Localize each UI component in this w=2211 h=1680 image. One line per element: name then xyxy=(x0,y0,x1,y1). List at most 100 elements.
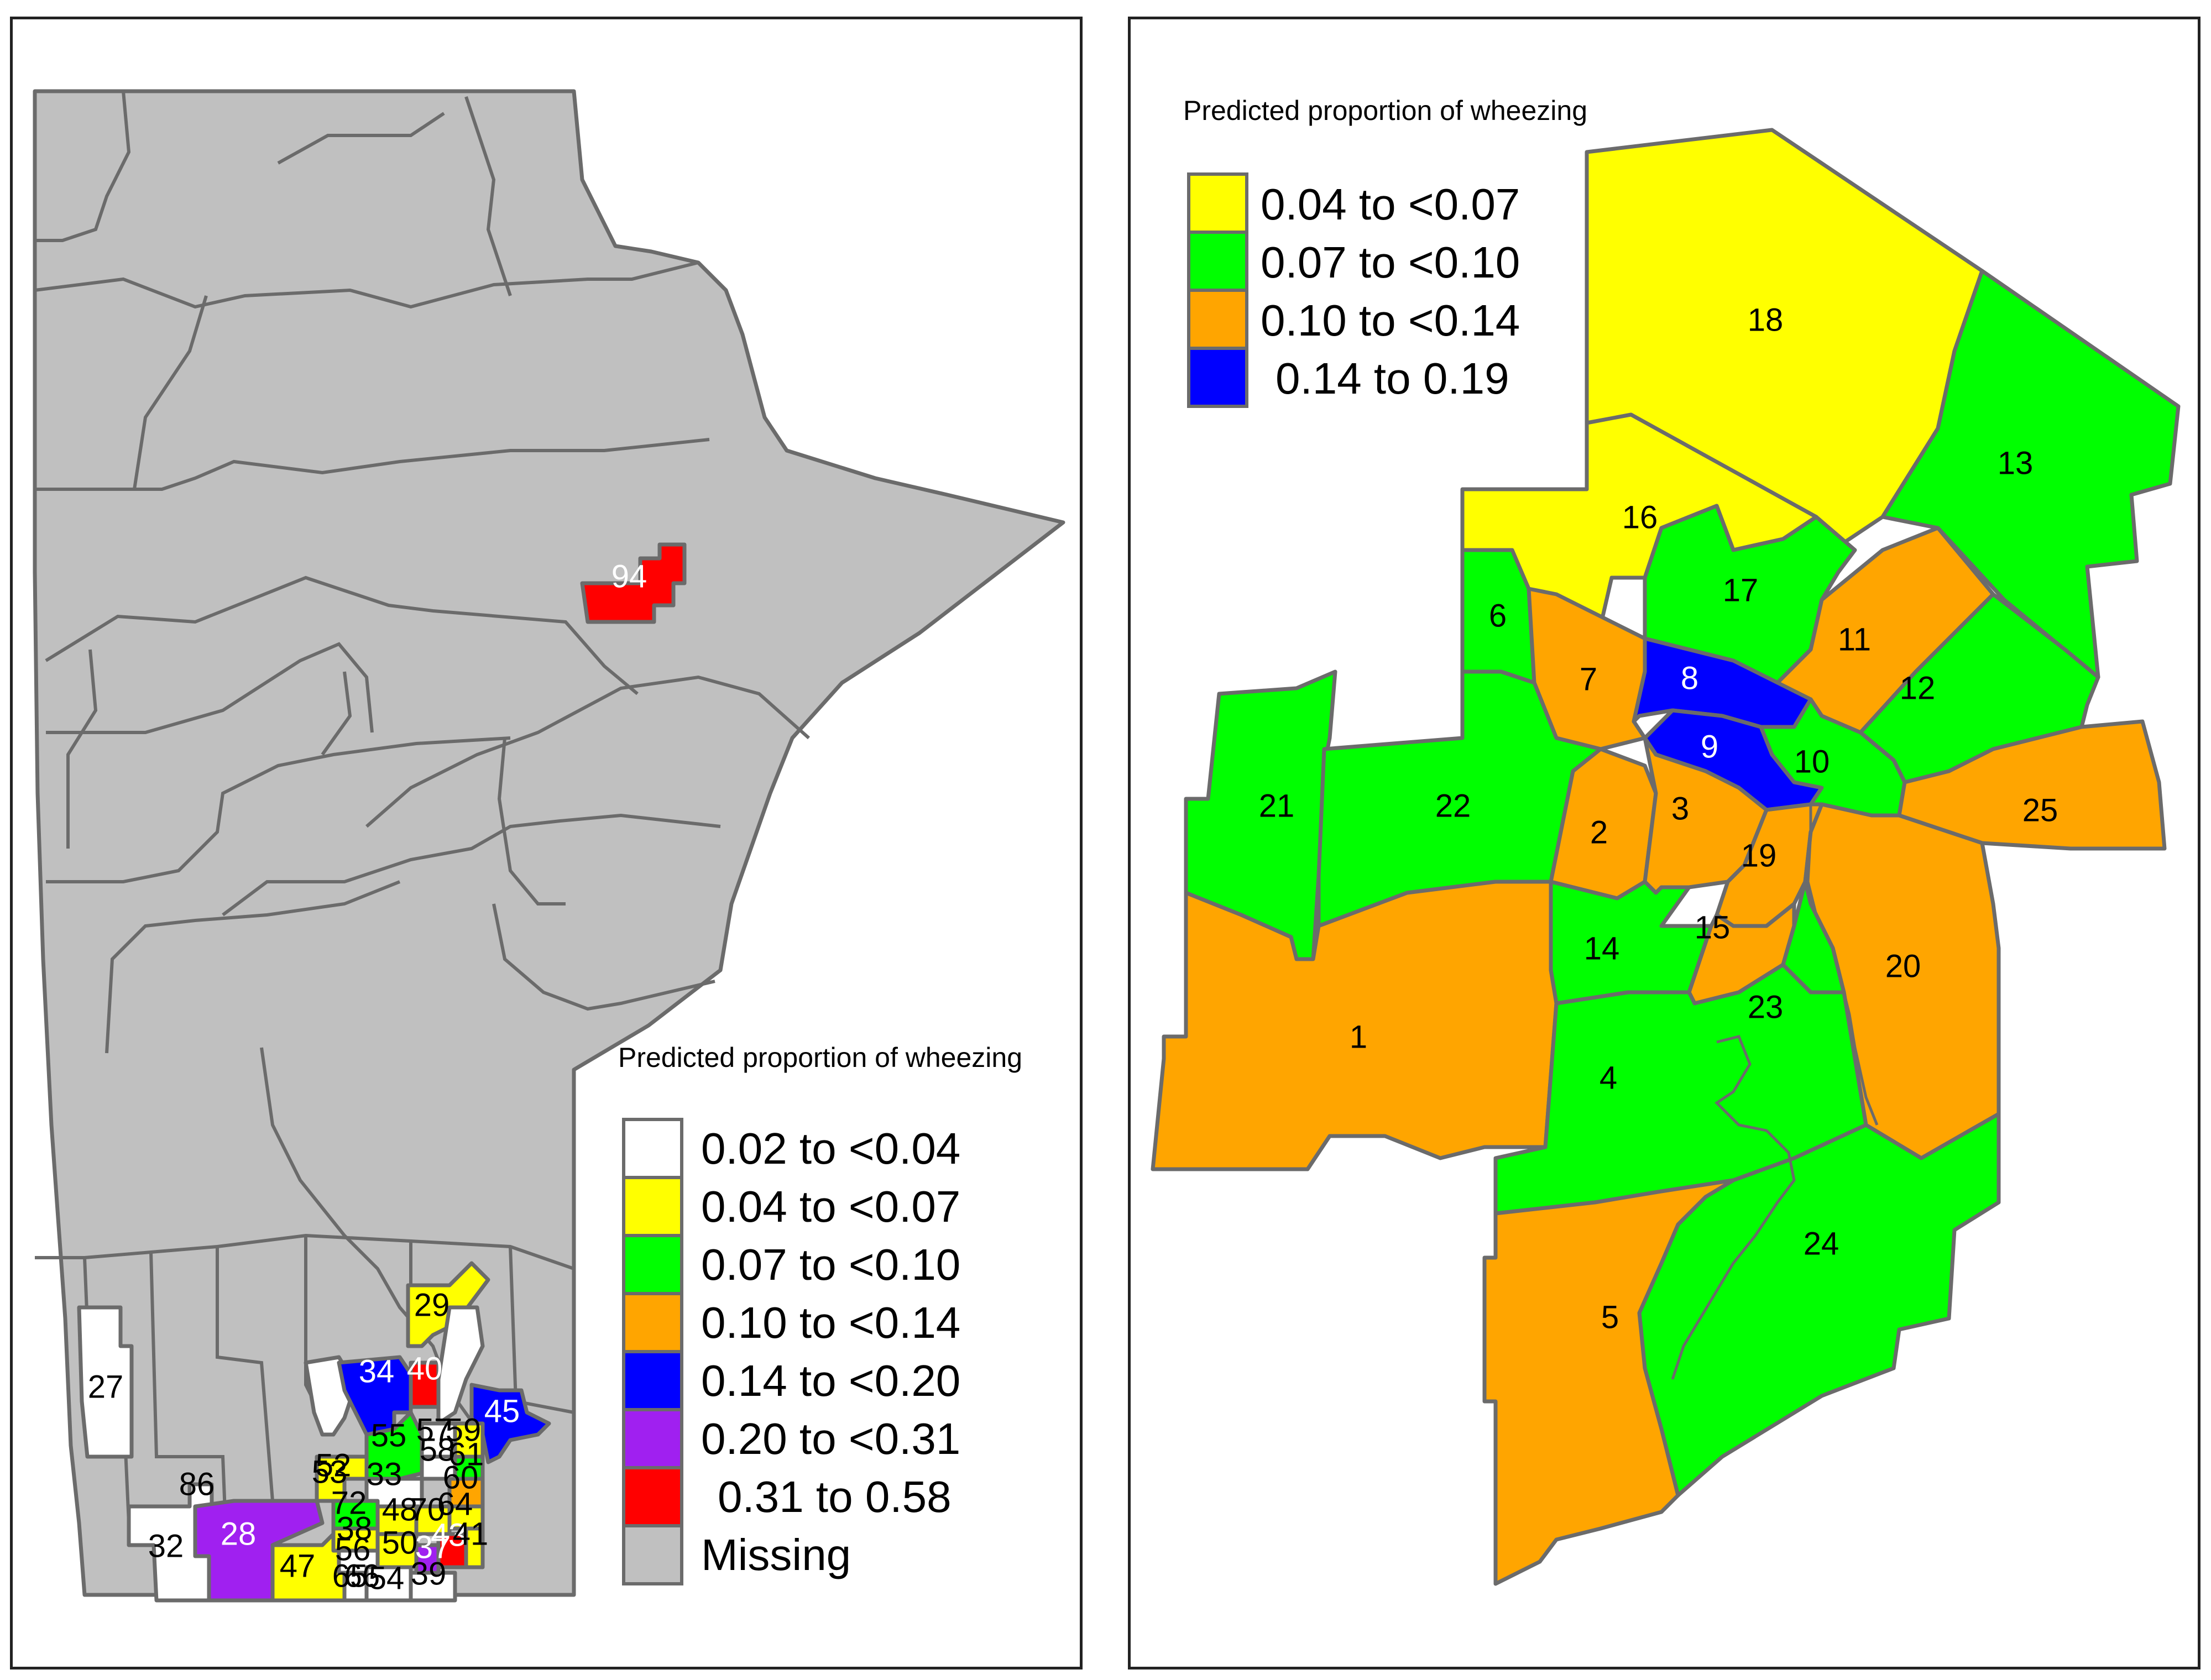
label-16: 16 xyxy=(1622,499,1658,535)
region-14 xyxy=(1549,880,1713,1006)
label-10: 10 xyxy=(1794,744,1830,779)
label-7: 7 xyxy=(1580,661,1597,697)
legend-swatch-0 xyxy=(622,1118,683,1179)
label-57: 57 xyxy=(416,1412,452,1448)
legend-label-0: 0.02 to <0.04 xyxy=(701,1124,960,1173)
region-39 xyxy=(409,1571,457,1603)
label-50: 50 xyxy=(382,1525,418,1561)
label-45: 45 xyxy=(484,1393,520,1429)
legend-swatch-4 xyxy=(622,1350,683,1411)
label-60: 60 xyxy=(443,1459,479,1495)
label-32: 32 xyxy=(148,1528,184,1564)
region-41 xyxy=(464,1526,485,1569)
label-56: 56 xyxy=(335,1531,371,1567)
label-59: 59 xyxy=(446,1412,482,1448)
label-38: 38 xyxy=(337,1510,373,1546)
rivers xyxy=(1671,804,1879,1380)
city-legend-swatch-0 xyxy=(1187,172,1248,234)
legend-label-7: Missing xyxy=(701,1530,851,1579)
label-5: 5 xyxy=(1601,1299,1619,1335)
legend-swatch-3 xyxy=(622,1292,683,1353)
label-14: 14 xyxy=(1584,930,1620,966)
region-40 xyxy=(409,1360,441,1409)
label-19: 19 xyxy=(1741,838,1777,873)
label-70: 70 xyxy=(410,1491,446,1527)
label-9: 9 xyxy=(1701,729,1718,765)
legend-label-4: 0.14 to <0.20 xyxy=(701,1356,960,1405)
city-legend-swatch-2 xyxy=(1187,289,1248,350)
city-legend-swatch-1 xyxy=(1187,231,1248,292)
label-13: 13 xyxy=(1998,445,2034,481)
region-34 xyxy=(337,1355,413,1437)
label-29: 29 xyxy=(414,1287,450,1323)
label-41: 41 xyxy=(453,1516,489,1552)
label-66: 66 xyxy=(344,1558,380,1594)
label-33: 33 xyxy=(367,1456,403,1492)
label-8: 8 xyxy=(1681,660,1698,696)
label-55: 55 xyxy=(371,1417,407,1453)
label-2: 2 xyxy=(1590,814,1608,850)
label-18: 18 xyxy=(1748,302,1784,338)
city-legend-title: Predicted proportion of wheezing xyxy=(1183,95,1587,126)
province-map: 94 27 32 86 28 47 29 34 40 45 55 57 59 5… xyxy=(33,89,1065,1603)
city-legend-label-0: 0.04 to <0.07 xyxy=(1261,180,1520,229)
legend-swatch-5 xyxy=(622,1408,683,1469)
city-legend: Predicted proportion of wheezing 0.04 to… xyxy=(1183,95,1587,408)
label-1: 1 xyxy=(1350,1019,1367,1055)
legend-title: Predicted proportion of wheezing xyxy=(618,1042,1022,1073)
region-5 xyxy=(1482,1178,1736,1586)
label-34: 34 xyxy=(359,1353,395,1389)
label-86: 86 xyxy=(179,1466,215,1502)
region-boundaries xyxy=(34,91,810,1595)
label-22: 22 xyxy=(1435,788,1471,824)
label-6: 6 xyxy=(1489,598,1507,634)
label-39: 39 xyxy=(411,1556,447,1592)
province-legend: Predicted proportion of wheezing 0.02 to… xyxy=(618,1042,1022,1585)
label-27: 27 xyxy=(88,1369,124,1405)
label-23: 23 xyxy=(1748,989,1784,1025)
label-53: 53 xyxy=(312,1454,348,1490)
legend-swatch-2 xyxy=(622,1234,683,1295)
region-94 xyxy=(580,542,687,624)
label-4: 4 xyxy=(1600,1060,1617,1096)
province-map-panel: 94 27 32 86 28 47 29 34 40 45 55 57 59 5… xyxy=(10,17,1083,1669)
label-48: 48 xyxy=(382,1491,418,1527)
label-72: 72 xyxy=(331,1485,367,1521)
legend-label-3: 0.10 to <0.14 xyxy=(701,1298,960,1347)
province-region-labels: 94 27 32 86 28 47 29 34 40 45 55 57 59 5… xyxy=(88,558,647,1596)
region-27 xyxy=(77,1305,134,1459)
label-54: 54 xyxy=(369,1560,405,1596)
city-legend-swatch-3 xyxy=(1187,347,1248,408)
legend-label-2: 0.07 to <0.10 xyxy=(701,1240,960,1289)
city-legend-label-2: 0.10 to <0.14 xyxy=(1261,296,1520,345)
legend-label-6: 0.31 to 0.58 xyxy=(718,1472,952,1521)
label-24: 24 xyxy=(1804,1226,1839,1262)
label-15: 15 xyxy=(1695,909,1731,945)
label-11: 11 xyxy=(1838,621,1871,657)
label-94: 94 xyxy=(611,558,647,594)
label-58: 58 xyxy=(420,1432,456,1468)
label-40: 40 xyxy=(407,1351,443,1386)
region-4 xyxy=(1493,962,1868,1216)
label-25: 25 xyxy=(2022,792,2058,828)
label-12: 12 xyxy=(1900,670,1936,706)
city-legend-label-1: 0.07 to <0.10 xyxy=(1261,238,1520,287)
label-21: 21 xyxy=(1259,788,1295,824)
city-map: 1 2 3 4 5 6 7 8 9 10 11 12 13 14 15 16 1… xyxy=(1151,95,2181,1586)
label-17: 17 xyxy=(1723,572,1759,608)
label-65: 65 xyxy=(332,1558,368,1594)
legend-swatch-6 xyxy=(622,1466,683,1527)
region-52 xyxy=(315,1454,369,1503)
city-region-labels: 1 2 3 4 5 6 7 8 9 10 11 12 13 14 15 16 1… xyxy=(1259,302,2058,1335)
city-legend-label-3: 0.14 to 0.19 xyxy=(1276,354,1509,403)
label-3: 3 xyxy=(1671,791,1689,826)
label-20: 20 xyxy=(1885,948,1921,984)
label-47: 47 xyxy=(280,1548,316,1584)
label-43: 43 xyxy=(431,1517,467,1553)
legend-swatch-7 xyxy=(622,1524,683,1585)
legend-swatch-1 xyxy=(622,1176,683,1237)
legend-label-1: 0.04 to <0.07 xyxy=(701,1182,960,1231)
legend-label-5: 0.20 to <0.31 xyxy=(701,1414,960,1463)
label-37: 37 xyxy=(415,1529,451,1565)
label-52: 52 xyxy=(316,1447,352,1483)
